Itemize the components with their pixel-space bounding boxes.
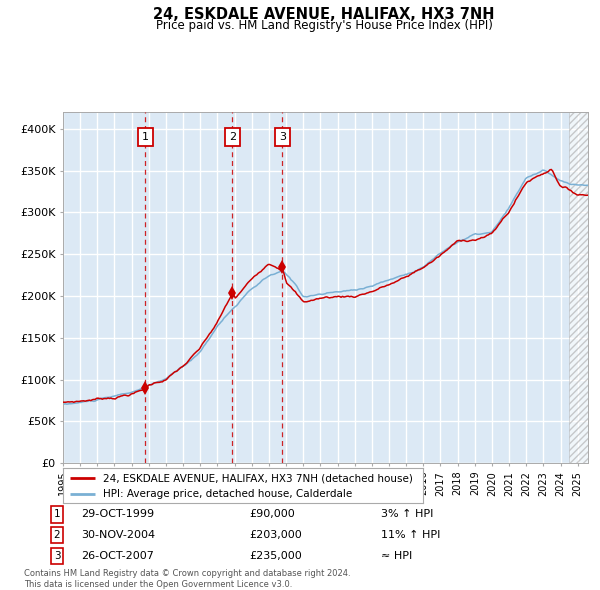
Text: This data is licensed under the Open Government Licence v3.0.: This data is licensed under the Open Gov…: [24, 579, 292, 589]
Text: HPI: Average price, detached house, Calderdale: HPI: Average price, detached house, Cald…: [103, 489, 352, 499]
Text: 24, ESKDALE AVENUE, HALIFAX, HX3 7NH: 24, ESKDALE AVENUE, HALIFAX, HX3 7NH: [153, 7, 495, 22]
Text: 3: 3: [53, 551, 61, 560]
Text: 26-OCT-2007: 26-OCT-2007: [81, 551, 154, 560]
Text: £203,000: £203,000: [249, 530, 302, 540]
Text: 11% ↑ HPI: 11% ↑ HPI: [381, 530, 440, 540]
Text: 2: 2: [229, 132, 236, 142]
Text: 3: 3: [279, 132, 286, 142]
Text: 3% ↑ HPI: 3% ↑ HPI: [381, 510, 433, 519]
Text: ≈ HPI: ≈ HPI: [381, 551, 412, 560]
Text: 24, ESKDALE AVENUE, HALIFAX, HX3 7NH (detached house): 24, ESKDALE AVENUE, HALIFAX, HX3 7NH (de…: [103, 473, 412, 483]
Polygon shape: [569, 112, 588, 463]
Text: 1: 1: [53, 510, 61, 519]
Text: Contains HM Land Registry data © Crown copyright and database right 2024.: Contains HM Land Registry data © Crown c…: [24, 569, 350, 578]
Text: £235,000: £235,000: [249, 551, 302, 560]
Text: £90,000: £90,000: [249, 510, 295, 519]
Text: 1: 1: [142, 132, 149, 142]
Text: 29-OCT-1999: 29-OCT-1999: [81, 510, 154, 519]
Text: 2: 2: [53, 530, 61, 540]
Text: Price paid vs. HM Land Registry's House Price Index (HPI): Price paid vs. HM Land Registry's House …: [155, 19, 493, 32]
Text: 30-NOV-2004: 30-NOV-2004: [81, 530, 155, 540]
